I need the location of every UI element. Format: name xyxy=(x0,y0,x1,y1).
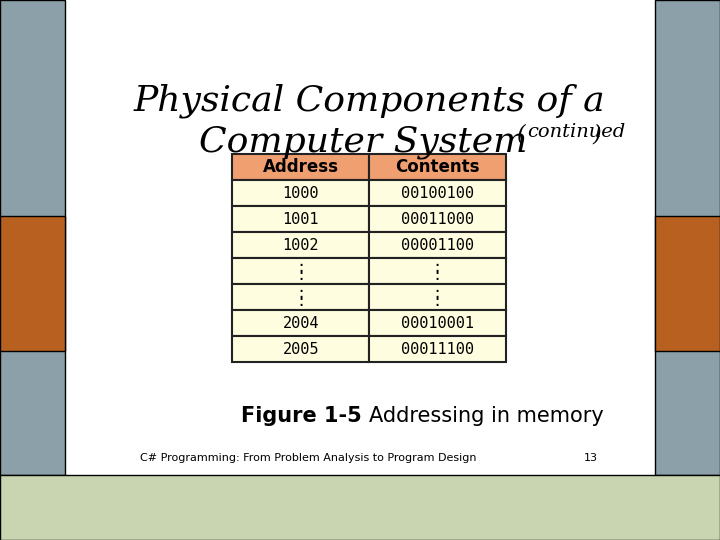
Text: 00011000: 00011000 xyxy=(401,212,474,227)
Text: continued: continued xyxy=(528,123,626,141)
Bar xyxy=(233,310,369,336)
Bar xyxy=(369,206,505,232)
Bar xyxy=(233,284,369,310)
Text: 1000: 1000 xyxy=(282,186,319,201)
Text: C# Programming: From Problem Analysis to Program Design: C# Programming: From Problem Analysis to… xyxy=(140,453,477,463)
Text: Addressing in memory: Addressing in memory xyxy=(369,406,604,426)
Text: Physical Components of a: Physical Components of a xyxy=(133,84,605,118)
Bar xyxy=(369,232,505,258)
Text: :: : xyxy=(433,260,442,275)
Text: :: : xyxy=(296,267,305,282)
Bar xyxy=(369,336,505,362)
Text: 2004: 2004 xyxy=(282,315,319,330)
Text: 1001: 1001 xyxy=(282,212,319,227)
Text: (: ( xyxy=(518,123,526,145)
Bar xyxy=(233,180,369,206)
Text: 00100100: 00100100 xyxy=(401,186,474,201)
Text: 00001100: 00001100 xyxy=(401,238,474,253)
Text: Figure 1-5: Figure 1-5 xyxy=(241,406,369,426)
Bar xyxy=(233,206,369,232)
Text: :: : xyxy=(296,286,305,301)
Text: :: : xyxy=(433,286,442,301)
Text: :: : xyxy=(296,294,305,308)
Text: :: : xyxy=(433,294,442,308)
Text: :: : xyxy=(433,267,442,282)
Text: Contents: Contents xyxy=(395,158,480,176)
Text: 13: 13 xyxy=(584,453,598,463)
Bar xyxy=(369,154,505,180)
Text: 2005: 2005 xyxy=(282,342,319,356)
Bar xyxy=(233,154,369,180)
Bar xyxy=(369,180,505,206)
Text: 1002: 1002 xyxy=(282,238,319,253)
Bar xyxy=(233,232,369,258)
Bar xyxy=(369,310,505,336)
Text: 00010001: 00010001 xyxy=(401,315,474,330)
Text: ): ) xyxy=(593,123,601,145)
Text: Computer System: Computer System xyxy=(199,125,539,159)
Text: Address: Address xyxy=(263,158,338,176)
Text: 00011100: 00011100 xyxy=(401,342,474,356)
Bar xyxy=(369,258,505,284)
Bar xyxy=(233,336,369,362)
Bar xyxy=(369,284,505,310)
Text: :: : xyxy=(296,260,305,275)
Bar xyxy=(233,258,369,284)
